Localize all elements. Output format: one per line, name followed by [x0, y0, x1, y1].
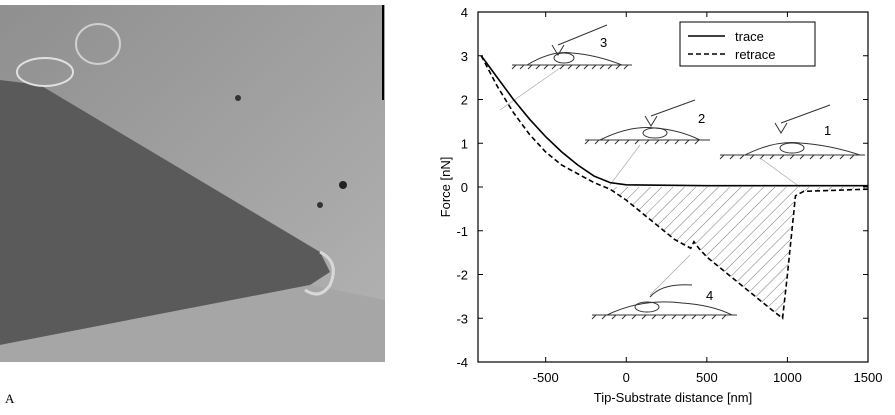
data-line [480, 55, 869, 320]
legend-box [679, 21, 816, 67]
microscope-image [0, 5, 385, 362]
data-line [480, 55, 868, 187]
x-tick-label: -500 [533, 370, 559, 385]
x-tick-label: 1500 [854, 370, 883, 385]
annotation: 1 [824, 123, 831, 138]
x-axis-label: Tip-Substrate distance [nm] [594, 390, 752, 405]
y-tick-label: -1 [456, 224, 468, 239]
y-tick-label: -4 [456, 355, 468, 370]
adhesion-area [610, 187, 868, 319]
y-tick-label: -2 [456, 268, 468, 283]
y-tick-label: 0 [461, 180, 468, 195]
x-tick-label: 500 [696, 370, 718, 385]
annotation: 2 [698, 111, 705, 126]
y-axis-label: Force [nN] [438, 157, 453, 218]
y-tick-label: 1 [461, 136, 468, 151]
cell-sketches [499, 24, 865, 320]
x-tick-label: 1000 [773, 370, 802, 385]
x-tick-label: 0 [623, 370, 630, 385]
annotation: 3 [600, 35, 607, 50]
legend-label: retrace [735, 47, 775, 62]
y-tick-label: 4 [461, 5, 468, 20]
annotation: 4 [706, 288, 713, 303]
plot: -4 -3 -2 -1 0 1 2 3 4 -500 0 500 1000 1500 Tip-Substra… [438, 5, 882, 405]
panel-label: A [5, 391, 15, 406]
legend-label: trace [735, 29, 764, 44]
y-tick-label: 2 [461, 93, 468, 108]
y-tick-label: 3 [461, 49, 468, 64]
y-tick-label: -3 [456, 311, 468, 326]
